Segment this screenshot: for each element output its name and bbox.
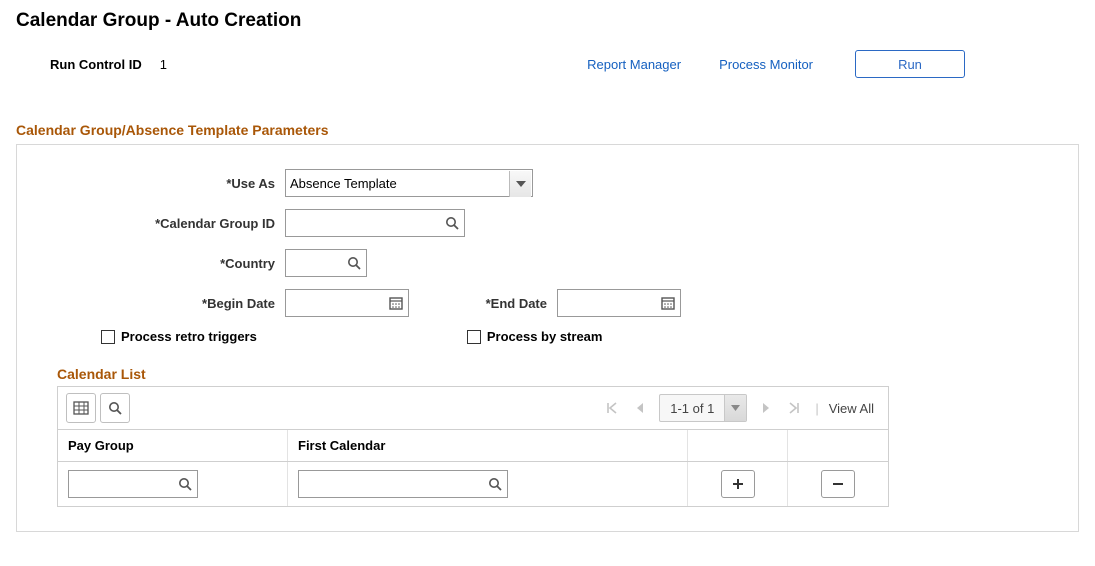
table-row [58, 462, 888, 506]
add-row-button[interactable] [721, 470, 755, 498]
delete-row-button[interactable] [821, 470, 855, 498]
calgroup-label: *Calendar Group ID [57, 216, 285, 231]
row-count-text: 1-1 of 1 [660, 397, 724, 420]
use-as-select[interactable]: Absence Template [285, 169, 533, 197]
lookup-icon[interactable] [445, 216, 459, 230]
begindate-label: *Begin Date [57, 296, 285, 311]
report-manager-link[interactable]: Report Manager [587, 57, 681, 72]
first-page-icon[interactable] [601, 402, 621, 414]
section-title: Calendar Group/Absence Template Paramete… [16, 122, 1079, 138]
next-page-icon[interactable] [757, 402, 775, 414]
chevron-down-icon [724, 395, 746, 421]
run-button[interactable]: Run [855, 50, 965, 78]
grid-find-button[interactable] [100, 393, 130, 423]
separator: | [815, 401, 818, 416]
view-all-link[interactable]: View All [829, 401, 880, 416]
process-stream-checkbox[interactable]: Process by stream [467, 329, 603, 344]
runcontrol-value: 1 [160, 57, 167, 72]
checkbox-icon [467, 330, 481, 344]
calendar-icon[interactable] [389, 296, 403, 310]
chevron-down-icon [509, 171, 531, 197]
checkbox-icon [101, 330, 115, 344]
country-label: *Country [57, 256, 285, 271]
col-firstcalendar: First Calendar [288, 430, 688, 461]
runcontrol-label: Run Control ID [50, 57, 142, 72]
calendar-icon[interactable] [661, 296, 675, 310]
enddate-label: *End Date [409, 296, 557, 311]
runcontrol-row: Run Control ID 1 Report Manager Process … [16, 50, 1079, 78]
process-stream-label: Process by stream [487, 329, 603, 344]
process-retro-label: Process retro triggers [121, 329, 257, 344]
use-as-label: *Use As [57, 176, 285, 191]
process-retro-checkbox[interactable]: Process retro triggers [101, 329, 257, 344]
use-as-value: Absence Template [290, 176, 397, 191]
calgroup-input[interactable] [285, 209, 465, 237]
prev-page-icon[interactable] [631, 402, 649, 414]
lookup-icon[interactable] [488, 477, 502, 491]
grid-pager: 1-1 of 1 | View All [601, 394, 880, 422]
grid-action-button[interactable] [66, 393, 96, 423]
firstcalendar-input[interactable] [298, 470, 508, 498]
grid-header: Pay Group First Calendar [58, 430, 888, 462]
page-title: Calendar Group - Auto Creation [16, 10, 1079, 32]
lookup-icon[interactable] [178, 477, 192, 491]
col-paygroup: Pay Group [58, 430, 288, 461]
lookup-icon[interactable] [347, 256, 361, 270]
calendar-list-title: Calendar List [57, 366, 1038, 382]
row-count-select[interactable]: 1-1 of 1 [659, 394, 747, 422]
process-monitor-link[interactable]: Process Monitor [719, 57, 813, 72]
calendar-list-grid: 1-1 of 1 | View All Pay Gr [57, 386, 889, 507]
parameters-panel: *Use As Absence Template *Calendar Group… [16, 144, 1079, 532]
last-page-icon[interactable] [785, 402, 805, 414]
